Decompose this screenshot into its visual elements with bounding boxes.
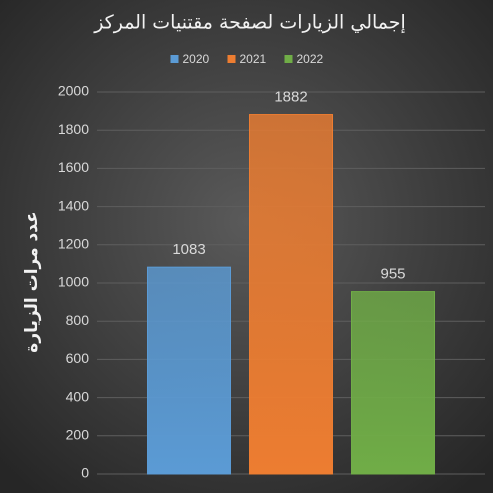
bar (147, 266, 231, 475)
y-tick-label: 200 (66, 427, 90, 443)
y-tick-label: 0 (81, 465, 89, 481)
bar (351, 291, 435, 475)
data-label: 1083 (172, 241, 205, 258)
y-tick-label: 400 (66, 388, 90, 404)
legend-label: 2022 (297, 52, 324, 66)
legend-label: 2020 (183, 52, 210, 66)
legend-label: 2021 (240, 52, 267, 66)
y-tick-label: 2000 (58, 83, 89, 99)
y-tick-label: 1000 (58, 274, 89, 290)
legend-swatch (170, 55, 179, 63)
bar (249, 114, 333, 475)
y-tick-label: 1400 (58, 197, 89, 213)
y-tick-label: 1600 (58, 159, 89, 175)
y-tick-label: 600 (66, 350, 90, 366)
legend-swatch (227, 55, 236, 63)
y-tick-label: 800 (66, 312, 90, 328)
data-label: 1882 (274, 89, 307, 106)
y-tick-label: 1200 (58, 236, 89, 252)
chart-title: إجمالي الزيارات لصفحة مقتنيات المركز (93, 12, 406, 35)
y-axis-title: عدد مرات الزيارة (22, 211, 42, 352)
legend-swatch (284, 55, 293, 63)
data-label: 955 (380, 266, 405, 283)
y-tick-label: 1800 (58, 121, 89, 137)
